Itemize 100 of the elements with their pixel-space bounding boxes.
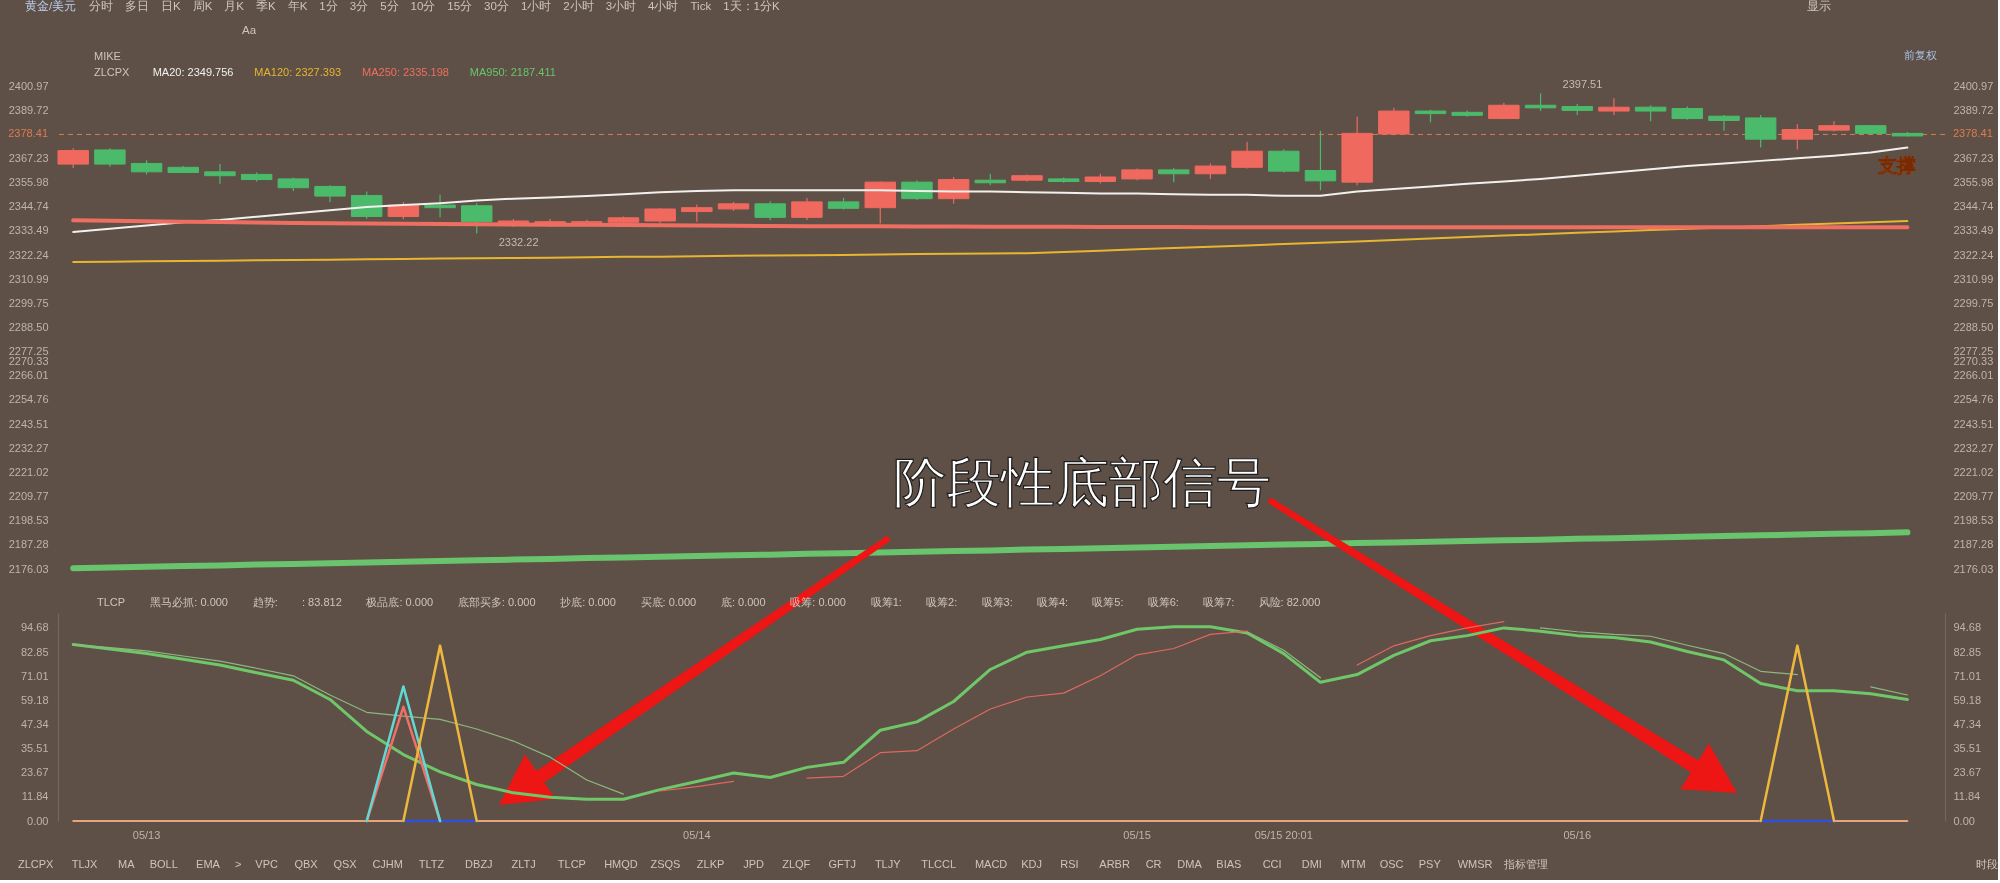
text: 抄底: 0.000: [560, 596, 616, 608]
text: 吸筹2:: [926, 596, 958, 608]
y2-tick-label: 2187.28: [1953, 538, 1994, 551]
y-tick-label: 2221.02: [8, 465, 49, 478]
y-tick-label: 2322.24: [8, 248, 49, 261]
text: 指标管理: [1503, 858, 1549, 870]
y-tick-label: 2232.27: [8, 441, 49, 454]
text: 底部买多: 0.000: [457, 596, 536, 608]
y-tick-label: 2198.53: [8, 514, 49, 527]
y-tick-label: 2344.74: [8, 200, 49, 213]
text: ZLTJ: [511, 858, 536, 870]
text: 底: 0.000: [720, 596, 766, 608]
text: 买底: 0.000: [640, 596, 697, 608]
text: Aa: [242, 24, 257, 36]
text: 分时 多日 日K 周K 月K 季K 年K 1分 3分 5分 10分 15分 30分 1小时 2小时 3小时 4小时 Tick 1天：1分K: [89, 0, 780, 12]
y2-tick-label: 2389.72: [1953, 103, 1994, 116]
y2-tick-label: 0.00: [1953, 814, 1975, 827]
ref-line-label: 2378.41: [1953, 127, 1993, 140]
y-tick-label: 2176.03: [8, 562, 49, 575]
text: GFTJ: [828, 858, 857, 870]
y2-tick-label: 23.67: [1953, 766, 1982, 779]
y-tick-label: 94.68: [20, 621, 49, 634]
text: TLTZ: [418, 858, 445, 870]
text: : 83.812: [302, 596, 342, 608]
text: BIAS: [1216, 858, 1242, 870]
text: DBZJ: [465, 858, 493, 870]
y2-tick-label: 2299.75: [1953, 296, 1994, 309]
text: 黑马必抓: 0.000: [150, 596, 228, 608]
y2-tick-label: 2270.33: [1953, 355, 1994, 368]
y-tick-label: 47.34: [20, 717, 49, 730]
y2-tick-label: 2367.23: [1953, 151, 1994, 164]
text: QBX: [294, 858, 319, 870]
text: 黄金/美元: [25, 0, 77, 12]
text: TLJX: [71, 858, 99, 870]
y2-tick-label: 82.85: [1953, 645, 1982, 658]
y2-tick-label: 2277.25: [1953, 345, 1994, 358]
text: ZSQS: [650, 858, 681, 870]
y-tick-label: 2243.51: [8, 417, 49, 430]
text: CJHM: [372, 858, 403, 870]
text: 吸筹6:: [1147, 596, 1179, 608]
text: MA: [118, 858, 136, 870]
text: 吸筹5:: [1092, 596, 1124, 608]
text: 时段: [1976, 858, 1998, 870]
text: VPC: [255, 858, 279, 870]
text: 前复权: [1904, 49, 1937, 61]
y2-tick-label: 2344.74: [1953, 200, 1994, 213]
y2-tick-label: 2266.01: [1953, 369, 1994, 382]
y-tick-label: 2270.33: [8, 355, 49, 368]
text: WMSR: [1457, 858, 1493, 870]
y-tick-label: 2389.72: [8, 103, 49, 116]
text: ARBR: [1099, 858, 1130, 870]
y-tick-label: 2254.76: [8, 393, 49, 406]
text: CR: [1145, 858, 1162, 870]
y-tick-label: 0.00: [27, 814, 49, 827]
text: 2378.41: [8, 127, 48, 140]
x-tick-label: 05/15 20:01: [1254, 828, 1313, 841]
x-tick-label: 05/16: [1563, 828, 1592, 841]
x-tick-label: 05/13: [132, 828, 161, 841]
text: 吸筹7:: [1203, 596, 1235, 608]
legend-title: ZLCPX: [94, 66, 131, 78]
text: ZLQF: [782, 858, 811, 870]
y2-tick-label: 47.34: [1953, 717, 1982, 730]
y-tick-label: 11.84: [21, 790, 49, 803]
y-tick-label: 2288.50: [8, 321, 49, 333]
text: BOLL: [149, 858, 178, 870]
text: MACD: [974, 858, 1008, 870]
text: ZLKP: [696, 858, 725, 870]
text: 显示: [1807, 0, 1831, 12]
y-tick-label: 2310.99: [8, 272, 49, 285]
text: 趋势:: [252, 596, 278, 608]
y2-tick-label: 2243.51: [1953, 417, 1994, 430]
y2-tick-label: 2254.76: [1953, 393, 1994, 406]
y-tick-label: 2299.75: [8, 296, 49, 309]
y-tick-label: 2209.77: [8, 490, 49, 503]
text: 风险: 82.000: [1258, 596, 1321, 608]
text: 2332.22: [498, 235, 539, 248]
y-tick-label: 59.18: [20, 693, 49, 706]
y2-tick-label: 2400.97: [1953, 79, 1994, 92]
text: DMI: [1301, 858, 1322, 870]
y2-tick-label: 71.01: [1953, 669, 1982, 682]
text: TLCP: [97, 596, 126, 608]
text: 吸筹4:: [1036, 596, 1069, 608]
y-tick-label: 2277.25: [8, 345, 49, 358]
y-tick-label: 2266.01: [8, 369, 49, 382]
text: TLCP: [557, 858, 586, 870]
text: HMQD: [604, 858, 638, 870]
text: TLCCL: [921, 858, 957, 870]
y-tick-label: 2333.49: [8, 224, 49, 237]
x-tick-label: 05/14: [683, 828, 711, 841]
y2-tick-label: 94.68: [1953, 621, 1982, 634]
text: CCI: [1262, 858, 1282, 870]
y2-tick-label: 2333.49: [1953, 224, 1994, 237]
text: DMA: [1177, 858, 1203, 870]
y2-tick-label: 2221.02: [1953, 465, 1994, 478]
y-tick-label: 23.67: [20, 766, 49, 779]
text: 2397.51: [1562, 78, 1603, 91]
y2-tick-label: 2355.98: [1953, 176, 1994, 189]
y2-tick-label: 35.51: [1953, 742, 1982, 755]
y-tick-label: 82.85: [20, 645, 49, 658]
text: KDJ: [1021, 858, 1043, 870]
